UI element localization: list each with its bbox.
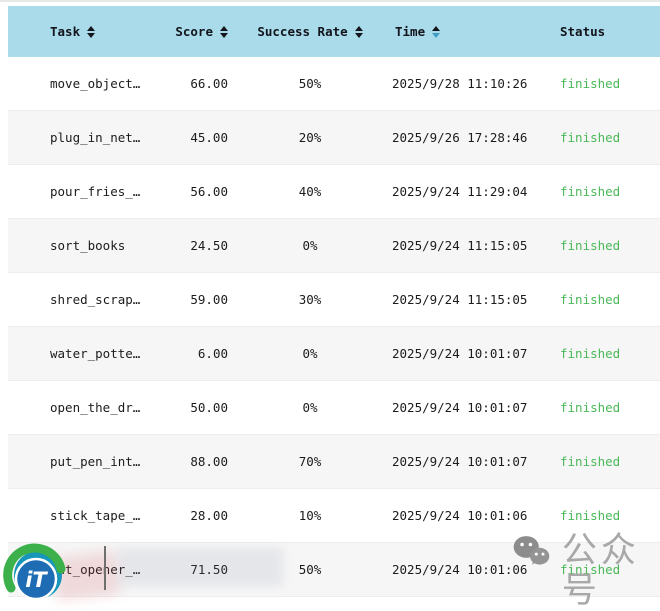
success-rate-cell: 70% xyxy=(298,454,322,469)
table-row[interactable]: put_opener_… 71.50 50% 2025/9/24 10:01:0… xyxy=(8,543,660,597)
column-header-score[interactable]: Score xyxy=(150,24,228,39)
column-header-score-label: Score xyxy=(175,24,213,39)
column-header-task-label: Task xyxy=(50,24,81,39)
task-cell: plug_in_net… xyxy=(50,130,141,145)
score-cell: 24.50 xyxy=(190,238,228,253)
table-header-row: Task Score Success Rate Time Status xyxy=(8,6,660,57)
score-cell: 28.00 xyxy=(190,508,228,523)
column-header-status-label: Status xyxy=(560,24,606,39)
score-cell: 66.00 xyxy=(190,76,228,91)
score-cell: 56.00 xyxy=(190,184,228,199)
task-cell: open_the_dr… xyxy=(50,400,141,415)
table-row[interactable]: water_potte… 6.00 0% 2025/9/24 10:01:07 … xyxy=(8,327,660,381)
column-header-success-rate-label: Success Rate xyxy=(257,24,348,39)
success-rate-cell: 30% xyxy=(298,292,322,307)
column-header-status: Status xyxy=(556,24,660,39)
score-cell: 50.00 xyxy=(190,400,228,415)
table-row[interactable]: put_pen_int… 88.00 70% 2025/9/24 10:01:0… xyxy=(8,435,660,489)
column-header-success-rate[interactable]: Success Rate xyxy=(228,24,392,39)
top-strip xyxy=(0,0,660,6)
status-cell: finished xyxy=(560,346,621,361)
sort-up-arrow-icon xyxy=(354,25,363,31)
status-cell: finished xyxy=(560,238,621,253)
status-cell: finished xyxy=(560,508,621,523)
time-cell: 2025/9/24 11:15:05 xyxy=(392,238,528,253)
task-cell: water_potte… xyxy=(50,346,141,361)
status-cell: finished xyxy=(560,292,621,307)
table-row[interactable]: open_the_dr… 50.00 0% 2025/9/24 10:01:07… xyxy=(8,381,660,435)
task-cell: shred_scrap… xyxy=(50,292,141,307)
success-rate-cell: 0% xyxy=(302,400,318,415)
time-cell: 2025/9/28 11:10:26 xyxy=(392,76,528,91)
time-cell: 2025/9/24 10:01:07 xyxy=(392,454,528,469)
task-cell: put_pen_int… xyxy=(50,454,141,469)
table-row[interactable]: pour_fries_… 56.00 40% 2025/9/24 11:29:0… xyxy=(8,165,660,219)
sort-up-arrow-icon xyxy=(432,25,441,31)
success-rate-cell: 40% xyxy=(298,184,322,199)
table-row[interactable]: sort_books 24.50 0% 2025/9/24 11:15:05 f… xyxy=(8,219,660,273)
success-rate-cell: 0% xyxy=(302,238,318,253)
status-cell: finished xyxy=(560,562,621,577)
success-rate-cell: 20% xyxy=(298,130,322,145)
score-cell: 59.00 xyxy=(190,292,228,307)
time-cell: 2025/9/24 10:01:07 xyxy=(392,346,528,361)
column-header-time[interactable]: Time xyxy=(392,24,556,39)
table-row[interactable]: stick_tape_… 28.00 10% 2025/9/24 10:01:0… xyxy=(8,489,660,543)
sort-down-arrow-icon xyxy=(220,32,228,38)
status-cell: finished xyxy=(560,184,621,199)
sort-down-arrow-icon xyxy=(432,32,441,38)
time-cell: 2025/9/26 17:28:46 xyxy=(392,130,528,145)
column-header-task[interactable]: Task xyxy=(8,24,150,39)
time-cell: 2025/9/24 11:29:04 xyxy=(392,184,528,199)
success-rate-cell: 10% xyxy=(298,508,322,523)
score-cell: 45.00 xyxy=(190,130,228,145)
sort-icon[interactable] xyxy=(87,25,96,38)
task-cell: move_object… xyxy=(50,76,141,91)
score-cell: 6.00 xyxy=(197,346,228,361)
status-cell: finished xyxy=(560,400,621,415)
table-row[interactable]: move_object… 66.00 50% 2025/9/28 11:10:2… xyxy=(8,57,660,111)
task-cell: put_opener_… xyxy=(50,562,141,577)
time-cell: 2025/9/24 10:01:06 xyxy=(392,508,528,523)
sort-icon[interactable] xyxy=(220,25,228,38)
status-cell: finished xyxy=(560,130,621,145)
success-rate-cell: 50% xyxy=(298,562,322,577)
table-body: move_object… 66.00 50% 2025/9/28 11:10:2… xyxy=(8,57,660,597)
success-rate-cell: 50% xyxy=(298,76,322,91)
task-cell: pour_fries_… xyxy=(50,184,141,199)
task-cell: stick_tape_… xyxy=(50,508,141,523)
time-cell: 2025/9/24 11:15:05 xyxy=(392,292,528,307)
score-cell: 88.00 xyxy=(190,454,228,469)
success-rate-cell: 0% xyxy=(302,346,318,361)
results-table: Task Score Success Rate Time Status move… xyxy=(8,6,660,597)
sort-up-arrow-icon xyxy=(87,25,96,31)
table-row[interactable]: plug_in_net… 45.00 20% 2025/9/26 17:28:4… xyxy=(8,111,660,165)
score-cell: 71.50 xyxy=(190,562,228,577)
sort-icon-active[interactable] xyxy=(432,25,441,38)
column-header-time-label: Time xyxy=(395,24,426,39)
time-cell: 2025/9/24 10:01:07 xyxy=(392,400,528,415)
time-cell: 2025/9/24 10:01:06 xyxy=(392,562,528,577)
sort-up-arrow-icon xyxy=(220,25,228,31)
status-cell: finished xyxy=(560,76,621,91)
sort-down-arrow-icon xyxy=(87,32,96,38)
sort-down-arrow-icon xyxy=(354,32,363,38)
status-cell: finished xyxy=(560,454,621,469)
task-cell: sort_books xyxy=(50,238,126,253)
sort-icon[interactable] xyxy=(354,25,363,38)
table-row[interactable]: shred_scrap… 59.00 30% 2025/9/24 11:15:0… xyxy=(8,273,660,327)
